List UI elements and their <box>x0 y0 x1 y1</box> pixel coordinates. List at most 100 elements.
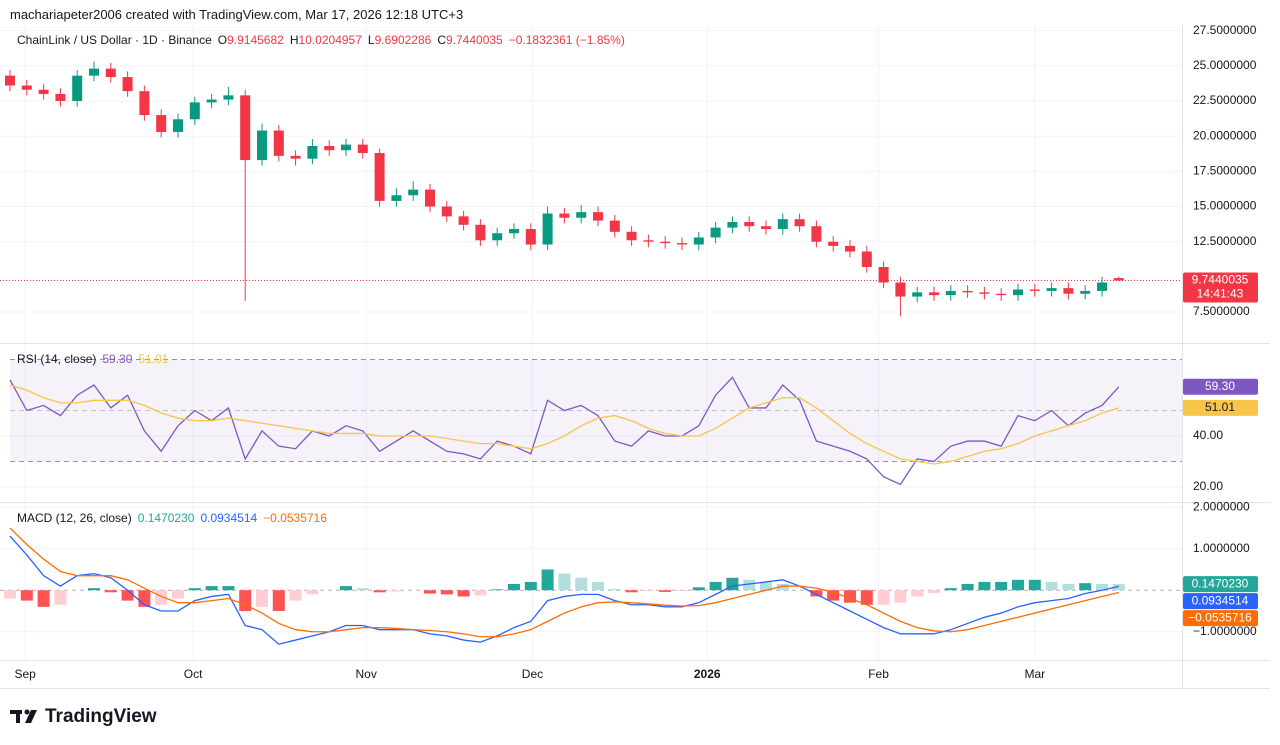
candle-body <box>357 144 368 154</box>
histogram-bar <box>860 590 873 605</box>
y-tick-label: 7.5000000 <box>1193 304 1250 318</box>
candle-body <box>727 221 738 228</box>
x-tick-label: Nov <box>355 667 376 681</box>
last-price-label: 9.7440035 <box>1192 273 1249 287</box>
candle-body <box>341 144 351 151</box>
rsi-band <box>10 359 1182 462</box>
histogram-bar <box>104 590 117 593</box>
candle-body <box>509 229 519 234</box>
histogram-bar <box>541 569 554 591</box>
y-tick-label: 2.0000000 <box>1193 499 1250 513</box>
candle-body <box>105 68 116 78</box>
candle-body <box>677 243 687 245</box>
candle-body <box>408 189 419 196</box>
candle-body <box>122 77 133 92</box>
histogram-bar <box>474 590 487 596</box>
candle-body <box>38 89 49 94</box>
ohlc-label: C <box>437 33 446 47</box>
histogram-bar <box>356 588 369 591</box>
last-value-label: 0.1470230 <box>1192 576 1249 590</box>
candle-body <box>542 213 553 245</box>
price-legend: ChainLink / US Dollar · 1D · Binance O9.… <box>17 33 625 47</box>
rsi-legend: RSI (14, close) 59.30 51.01 <box>17 352 168 366</box>
logo-part <box>24 709 30 715</box>
candle-body <box>626 231 637 241</box>
last-value-label: −0.0535716 <box>1188 610 1252 624</box>
y-tick-label: 40.00 <box>1193 428 1223 442</box>
candle-body <box>878 267 889 283</box>
histogram-bar <box>289 590 302 601</box>
candle-body <box>1046 288 1057 291</box>
histogram-bar <box>88 588 100 591</box>
histogram-bar <box>1012 579 1024 591</box>
y-tick-label: 27.5000000 <box>1193 23 1257 37</box>
candle-body <box>1063 288 1074 294</box>
candle-body <box>55 93 66 101</box>
ohlc-item: C9.7440035 <box>437 33 502 47</box>
candle-body <box>273 130 284 156</box>
candle-body <box>761 226 771 230</box>
histogram-bar <box>1112 584 1125 591</box>
candle-body <box>240 95 251 161</box>
y-tick-label: 22.5000000 <box>1193 93 1257 107</box>
histogram-bar <box>877 590 890 605</box>
candle-body <box>525 229 536 245</box>
candle-body <box>979 292 990 294</box>
histogram-bar <box>709 581 722 591</box>
candle-body <box>139 91 150 116</box>
histogram-bar <box>340 586 352 591</box>
ohlc-value: 9.7440035 <box>446 33 503 47</box>
ohlc-item: L9.6902286 <box>368 33 431 47</box>
histogram-bar <box>222 586 235 591</box>
histogram-bar <box>625 590 638 593</box>
x-tick-label: 2026 <box>694 667 721 681</box>
series-line <box>9 384 1119 465</box>
ohlc-value: 9.6902286 <box>374 33 432 47</box>
candle-body <box>962 290 973 293</box>
change: −0.1832361 (−1.85%) <box>508 33 625 47</box>
candle-body <box>643 240 654 242</box>
histogram-bar <box>172 590 184 599</box>
footer-logo: TradingView <box>45 706 157 727</box>
candle-body <box>559 213 570 218</box>
histogram-bar <box>424 590 436 594</box>
last-value-label-box <box>1183 593 1258 610</box>
histogram-bar <box>944 588 957 591</box>
x-tick-label: Mar <box>1024 667 1045 681</box>
ohlc-label: H <box>289 33 299 47</box>
candle-body <box>374 153 385 201</box>
histogram-bar <box>928 590 940 594</box>
series-line <box>9 376 1120 486</box>
last-value-label-box <box>1183 399 1258 416</box>
attribution-text: machariapeter2006 created with TradingVi… <box>10 7 464 22</box>
candle-body <box>5 75 15 86</box>
legend-value: 51.01 <box>138 352 169 366</box>
y-tick-label: 17.5000000 <box>1193 164 1257 178</box>
ohlc-item: O9.9145682 <box>218 33 284 47</box>
candle-body <box>794 219 805 227</box>
histogram-bar <box>760 581 772 591</box>
histogram-bar <box>642 590 655 592</box>
histogram-bar <box>4 590 16 599</box>
histogram-bar <box>524 581 537 591</box>
candle-body <box>189 102 200 120</box>
macd-legend: MACD (12, 26, close) 0.1470230 0.0934514−… <box>17 511 327 525</box>
candle-body <box>693 237 704 245</box>
legend-value: 59.30 <box>102 352 133 366</box>
histogram-bar <box>1096 583 1108 591</box>
histogram-bar <box>575 577 588 591</box>
last-value-label-box <box>1183 610 1258 627</box>
histogram-bar <box>373 590 386 593</box>
histogram-bar <box>155 590 168 605</box>
histogram-bar <box>306 590 319 595</box>
legend-title: ChainLink / US Dollar · 1D · Binance <box>17 33 212 47</box>
histogram-bar <box>37 590 50 607</box>
candle-body <box>1080 290 1091 294</box>
candle-body <box>929 292 939 296</box>
ohlc-label: L <box>367 33 375 47</box>
candle-body <box>257 130 267 161</box>
candle-body <box>1113 278 1124 281</box>
legend-value: −0.0535716 <box>263 511 327 525</box>
candle-body <box>660 241 671 244</box>
